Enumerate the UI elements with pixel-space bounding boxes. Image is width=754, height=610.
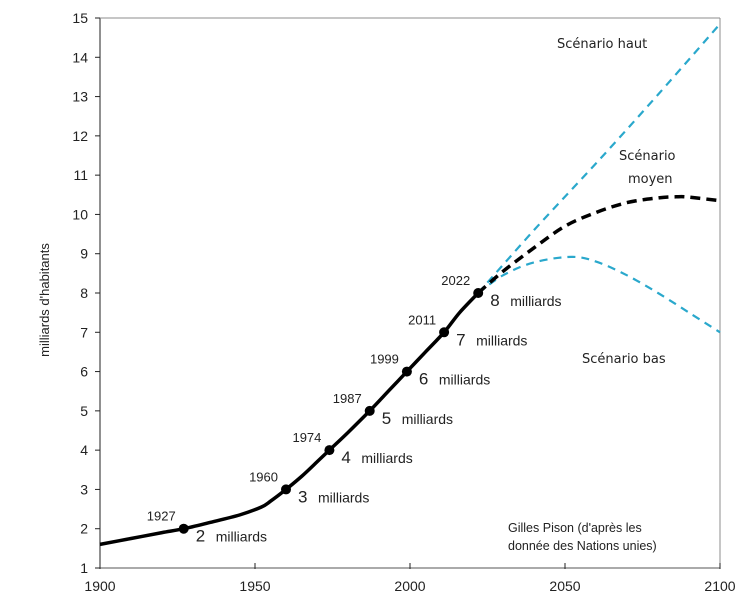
milestone-labels: 1927 2 milliards 1960 3 milliards 1974 4 milliar…: [147, 273, 562, 546]
milestone-year-label: 2011: [408, 312, 436, 327]
milestone-year-label: 1974: [292, 430, 321, 445]
milestone-year-label: 1999: [370, 352, 399, 367]
milestone-unit-label: milliards: [402, 411, 453, 427]
milestone-number-label: 3: [298, 487, 307, 506]
y-tick-label: 8: [80, 285, 88, 301]
milestone-unit-label: milliards: [476, 332, 527, 348]
y-tick-label: 1: [80, 560, 88, 576]
milestone-dot: [473, 288, 484, 298]
series-lines: [99, 23, 721, 547]
x-tick-label: 2000: [394, 578, 425, 594]
y-tick-label: 11: [73, 167, 88, 183]
milestone-unit-label: milliards: [361, 450, 412, 466]
milestone-year-label: 1987: [333, 391, 362, 406]
milestone-dot: [281, 484, 291, 495]
milestone-number-label: 5: [382, 409, 391, 428]
scenario-bas-line: [477, 255, 721, 334]
milestone-dot: [178, 523, 189, 534]
y-tick-label: 10: [72, 206, 88, 222]
milestone-number-label: 6: [419, 370, 428, 389]
milestone-markers: [178, 288, 484, 534]
milestone-year-label: 2022: [441, 273, 470, 288]
scenario-haut-line: [477, 23, 721, 294]
axes: [99, 17, 721, 569]
milestone-number-label: 7: [456, 330, 465, 349]
scenario-bas-label: Scénario bas: [582, 352, 666, 367]
milestone-dot: [324, 445, 335, 456]
source-credit-line1: Gilles Pison (d'après les: [508, 521, 642, 535]
milestone-dot: [401, 366, 412, 377]
milestone-unit-label: milliards: [318, 489, 369, 505]
x-ticks: 1900 1950 2000 2050 2100: [84, 563, 736, 594]
milestone-number-label: 8: [490, 291, 499, 310]
y-tick-label: 9: [80, 246, 88, 262]
milestone-unit-label: milliards: [216, 529, 267, 545]
scenario-haut-label: Scénario haut: [557, 37, 647, 52]
y-tick-label: 6: [80, 364, 88, 380]
y-tick-label: 14: [72, 49, 88, 65]
milestone-year-label: 1960: [249, 469, 278, 484]
y-tick-label: 3: [80, 481, 88, 497]
y-axis-title: milliards d'habitants: [37, 243, 52, 357]
milestone-dot: [364, 405, 375, 416]
milestone-dot: [439, 327, 450, 338]
y-tick-label: 7: [80, 324, 88, 340]
x-tick-label: 2050: [549, 578, 580, 594]
milestone-number-label: 4: [341, 448, 350, 467]
source-credit-line2: donnée des Nations unies): [508, 539, 657, 553]
x-tick-label: 2100: [704, 578, 735, 594]
scenario-moyen-label-line1: Scénario: [619, 149, 676, 164]
milestone-unit-label: milliards: [510, 293, 561, 309]
x-tick-label: 1900: [84, 578, 115, 594]
y-tick-label: 2: [80, 521, 88, 537]
x-tick-label: 1950: [239, 578, 270, 594]
y-tick-label: 12: [72, 128, 88, 144]
scenario-moyen-label-line2: moyen: [628, 172, 673, 187]
y-tick-label: 13: [72, 89, 88, 105]
y-tick-label: 15: [72, 10, 88, 26]
milestone-number-label: 2: [196, 527, 205, 546]
y-tick-label: 5: [80, 403, 88, 419]
milestone-unit-label: milliards: [439, 372, 490, 388]
milestone-year-label: 1927: [147, 509, 176, 524]
y-tick-label: 4: [80, 442, 88, 458]
scenario-moyen-line: [477, 194, 721, 295]
